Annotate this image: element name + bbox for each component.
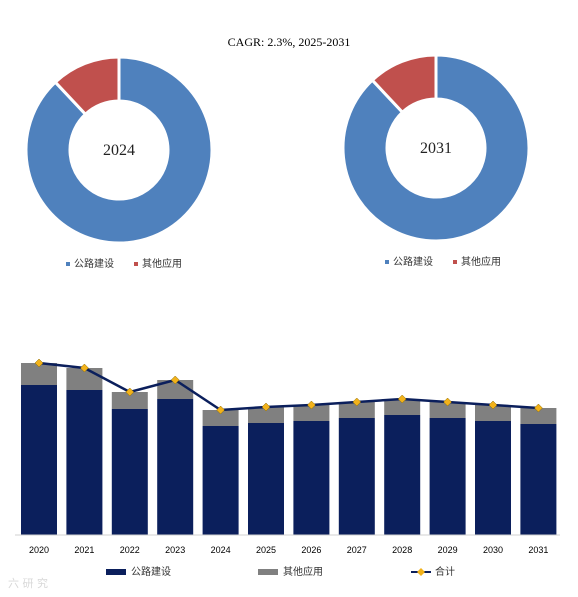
chart-title: CAGR: 2.3%, 2025-2031 (227, 35, 351, 49)
total-marker-2026 (307, 400, 316, 410)
bar-lower-2020 (21, 385, 57, 535)
bar-upper-2020 (21, 363, 57, 385)
donut-1-center-label: 2024 (103, 142, 135, 159)
x-tick-label-2022: 2022 (120, 545, 140, 555)
donut-1-slice-2 (53, 55, 121, 117)
bar-upper-2030 (475, 405, 511, 421)
total-marker-2023 (170, 375, 180, 385)
watermark-text: 六 研 究 (8, 577, 48, 590)
bar-lower-2026 (293, 421, 330, 535)
x-tick-label-2030: 2030 (483, 545, 503, 555)
donut-2-legend-swatch-2 (453, 260, 457, 264)
bar-upper-2029 (429, 402, 466, 418)
bar-legend-marker-3 (417, 568, 425, 576)
bar-lower-2022 (111, 409, 148, 535)
x-tick-label-2021: 2021 (74, 545, 94, 555)
x-tick-label-2027: 2027 (347, 545, 367, 555)
total-marker-2021 (80, 363, 89, 373)
x-tick-label-2023: 2023 (165, 545, 185, 555)
total-marker-2024 (216, 405, 225, 415)
total-marker-2031 (534, 403, 543, 413)
bar-lower-2029 (429, 418, 466, 535)
donut-1-slice-1 (24, 55, 214, 245)
donut-1-legend-swatch-1 (66, 262, 70, 266)
x-tick-label-2028: 2028 (392, 545, 412, 555)
total-marker-2030 (488, 400, 498, 410)
total-marker-2022 (125, 387, 135, 397)
bar-lower-2027 (338, 418, 375, 535)
bar-legend-swatch-2 (258, 569, 278, 575)
bar-lower-2028 (384, 415, 421, 535)
bar-upper-2025 (248, 407, 284, 423)
x-tick-label-2029: 2029 (438, 545, 458, 555)
donut-1-legend-label-1: 公路建设 (74, 257, 114, 270)
bar-upper-2026 (293, 405, 330, 421)
bar-lower-2024 (202, 426, 239, 535)
bar-upper-2024 (202, 410, 239, 426)
donut-1-legend-swatch-2 (134, 262, 138, 266)
donut-2-legend-swatch-1 (385, 260, 389, 264)
x-tick-label-2020: 2020 (29, 545, 49, 555)
total-marker-2020 (34, 358, 44, 368)
bar-legend-label-2: 其他应用 (283, 565, 323, 578)
bar-legend-label-3: 合计 (435, 565, 455, 578)
total-marker-2029 (443, 397, 452, 407)
x-tick-label-2031: 2031 (528, 545, 548, 555)
bar-lower-2021 (66, 390, 103, 535)
bar-lower-2025 (248, 423, 284, 535)
total-marker-2027 (352, 397, 362, 407)
donut-2-center-label: 2031 (420, 140, 452, 157)
donut-1-legend-label-2: 其他应用 (142, 257, 182, 270)
bar-upper-2028 (384, 399, 421, 415)
bar-lower-2031 (520, 424, 557, 535)
donut-2-legend-label-2: 其他应用 (461, 255, 501, 268)
bar-lower-2023 (157, 399, 194, 535)
x-tick-label-2025: 2025 (256, 545, 276, 555)
donut-2-slice-1 (341, 53, 531, 243)
total-line (38, 361, 539, 412)
total-marker-2028 (397, 394, 407, 404)
bar-legend-label-1: 公路建设 (131, 565, 171, 578)
x-tick-label-2024: 2024 (211, 545, 231, 555)
bar-upper-2022 (111, 392, 148, 409)
bar-upper-2027 (338, 402, 375, 418)
bar-upper-2031 (520, 408, 557, 424)
x-tick-label-2026: 2026 (301, 545, 321, 555)
bar-legend-swatch-1 (106, 569, 126, 575)
donut-2-legend-label-1: 公路建设 (393, 255, 433, 268)
total-marker-2025 (261, 402, 271, 412)
bar-lower-2030 (475, 421, 511, 535)
donut-2-slice-2 (370, 53, 438, 115)
